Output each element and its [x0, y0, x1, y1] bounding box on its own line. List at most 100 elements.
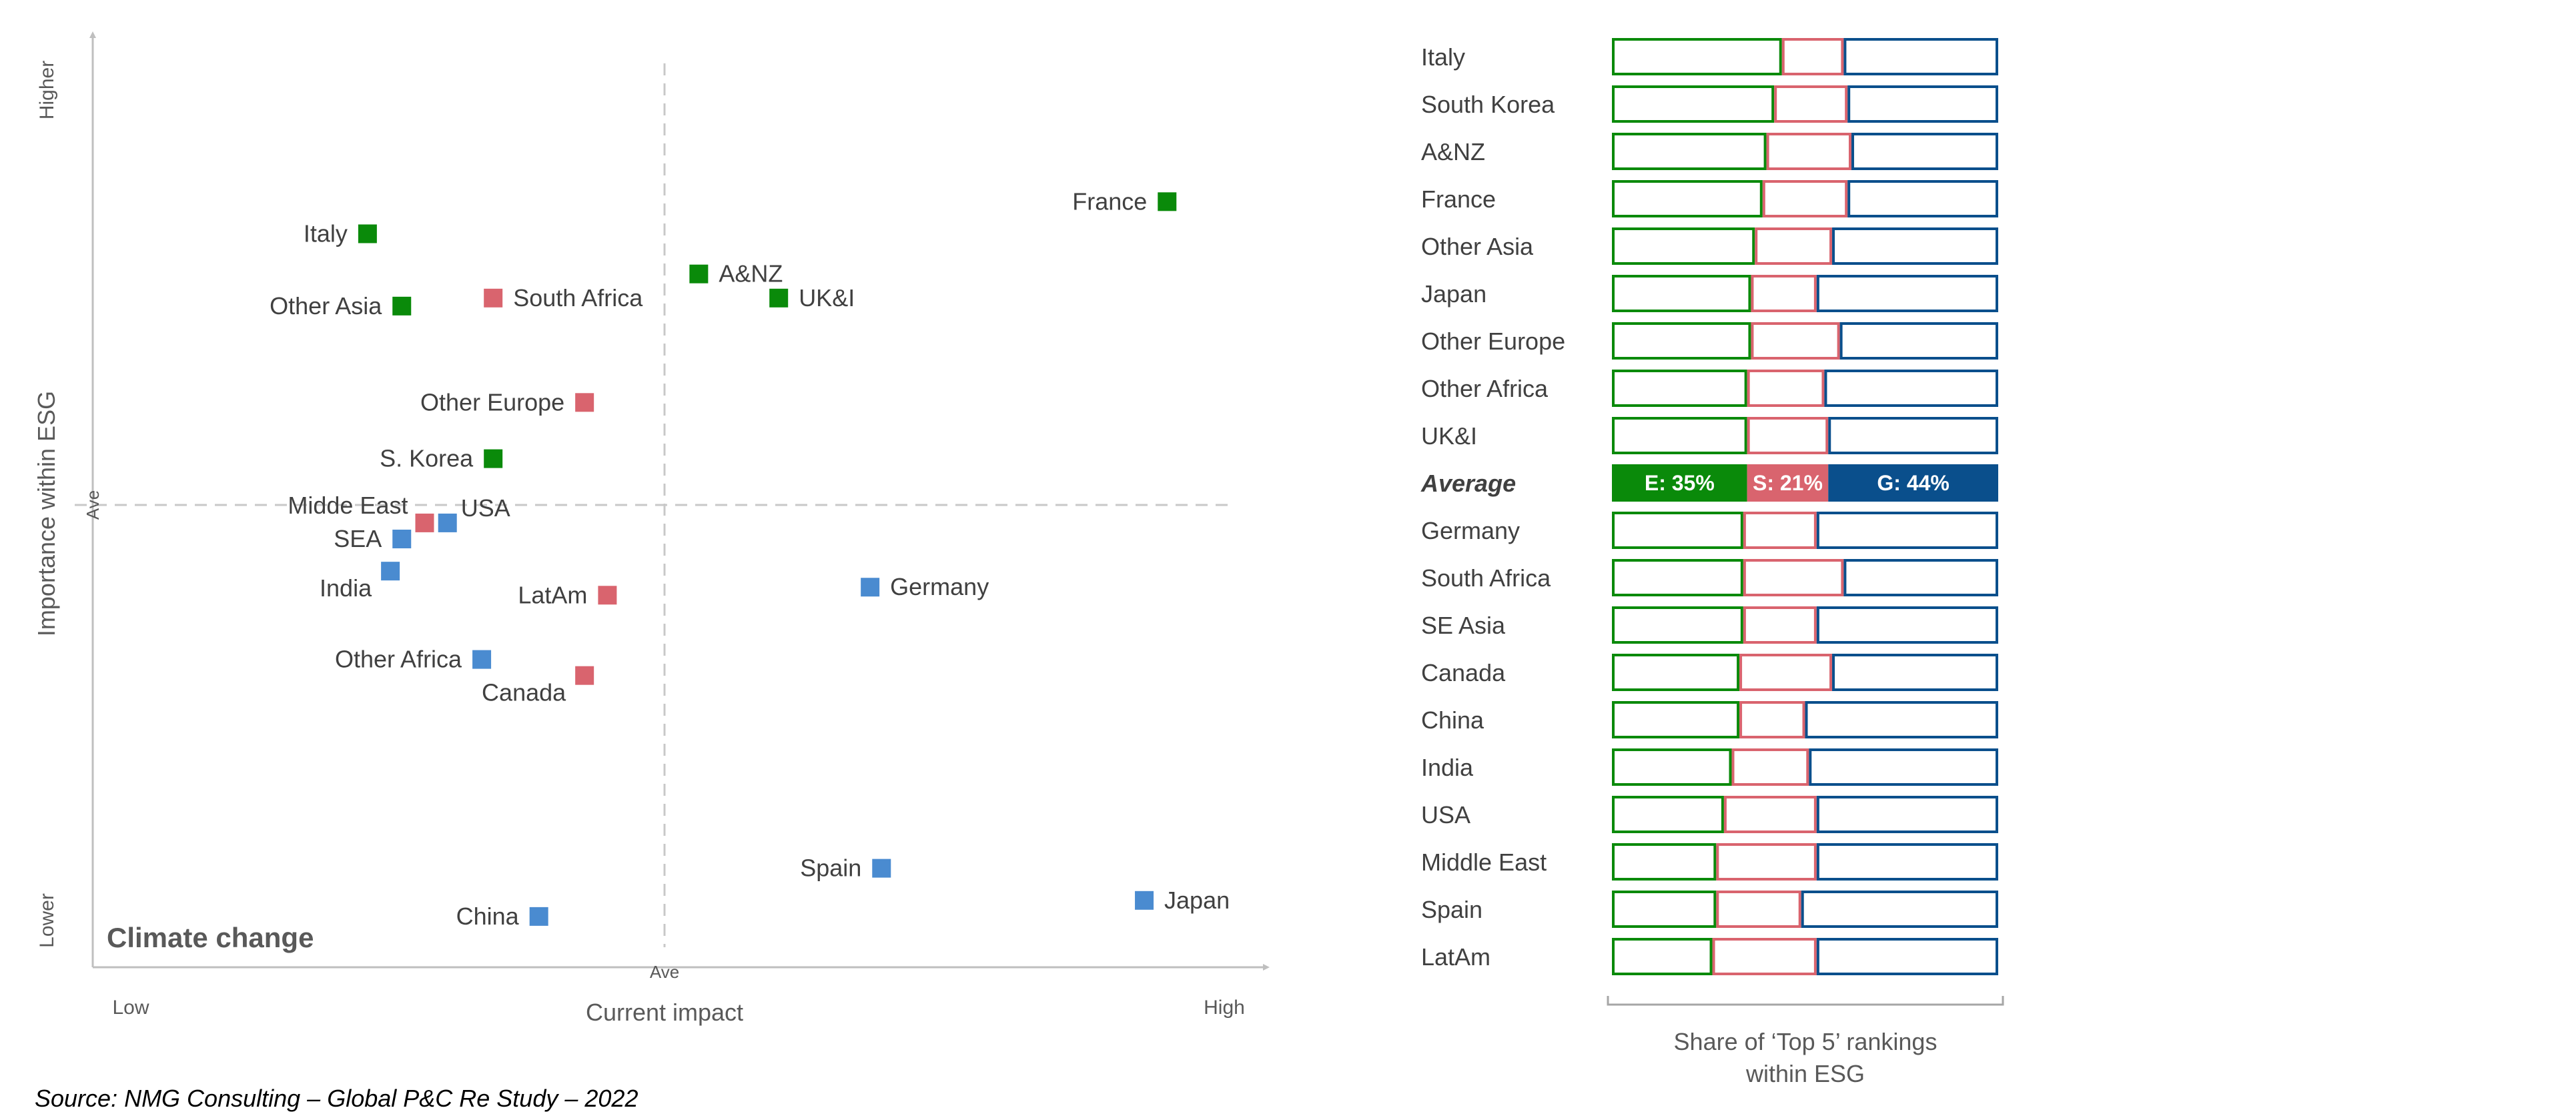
- bar-segment-s: [1743, 512, 1817, 549]
- bar-axis-title-line-2: within ESG: [1745, 1060, 1865, 1087]
- point-marker: [484, 288, 503, 308]
- bar-segment-s: [1723, 796, 1817, 833]
- scatter-point-latam: LatAm: [518, 581, 617, 608]
- scatter-point-other-asia: Other Asia: [270, 292, 412, 320]
- bar-segment-e: [1612, 606, 1743, 644]
- scatter-point-other-europe: Other Europe: [420, 388, 594, 416]
- scatter-point-italy: Italy: [304, 219, 377, 247]
- bar-segment-g: [1839, 322, 1999, 360]
- bar-row-label: Average: [1420, 470, 1516, 497]
- bar-segment-g: [1816, 938, 1999, 975]
- y-tick-high: Higher: [36, 61, 58, 119]
- point-label: China: [456, 903, 520, 930]
- point-marker: [415, 513, 434, 532]
- point-marker: [392, 296, 412, 316]
- point-label: A&NZ: [719, 260, 783, 288]
- bar-row-label: Spain: [1421, 896, 1482, 923]
- bar-axis-title-line-1: Share of ‘Top 5’ rankings: [1674, 1028, 1938, 1055]
- bar-row-label: Other Europe: [1421, 328, 1565, 355]
- bar-segment-label-e: E: 35%: [1645, 471, 1715, 495]
- bar-segment-g: [1816, 796, 1999, 833]
- bar-segment-e: [1612, 464, 1747, 502]
- scatter-points: France Italy A&NZ Other Asia South Africa UK&…: [270, 187, 1230, 930]
- scatter-point-china: China: [456, 903, 548, 930]
- scatter-point-sea: SEA: [334, 525, 412, 552]
- bar-row-other-asia: Other Asia: [1421, 227, 1999, 265]
- bar-segment-e: [1612, 322, 1751, 360]
- bar-segment-s: [1731, 748, 1809, 786]
- scatter-point-south-africa: South Africa: [484, 284, 643, 312]
- bar-segment-s: [1716, 843, 1817, 881]
- bar-row-label: Canada: [1421, 659, 1506, 686]
- bar-row-china: China: [1421, 701, 1998, 738]
- point-label: South Africa: [513, 284, 643, 312]
- bar-row-label: Other Africa: [1421, 375, 1549, 402]
- bar-rows: Italy South Korea A&NZ France Other Asia Japa…: [1420, 38, 1999, 975]
- bar-row-latam: LatAm: [1421, 938, 1999, 975]
- bar-row-label: Japan: [1421, 280, 1486, 308]
- bar-segment-g: [1816, 275, 1999, 312]
- bar-segment-s: [1743, 559, 1844, 596]
- point-label: Midde East: [288, 492, 408, 519]
- bar-segment-g: [1809, 748, 1999, 786]
- y-axis-title: Importance within ESG: [33, 391, 60, 636]
- point-label: SEA: [334, 525, 382, 552]
- scatter-point-s-korea: S. Korea: [380, 445, 503, 472]
- scatter-point-aandnz: A&NZ: [689, 260, 783, 288]
- bar-segment-s: [1739, 654, 1833, 691]
- point-label: Canada: [482, 679, 566, 706]
- point-marker: [438, 513, 457, 532]
- point-marker: [484, 449, 503, 468]
- bar-segment-g: [1816, 843, 1999, 881]
- bar-row-middle-east: Middle East: [1421, 843, 1999, 881]
- bar-row-south-africa: South Africa: [1421, 559, 1998, 596]
- x-axis-bracket: [1607, 996, 2004, 1006]
- bar-row-label: South Africa: [1421, 564, 1551, 592]
- scatter-point-other-africa: Other Africa: [335, 646, 492, 673]
- point-marker: [575, 393, 594, 412]
- point-marker: [872, 859, 891, 878]
- point-marker: [472, 650, 492, 669]
- point-label: USA: [461, 494, 510, 522]
- bar-segment-g: [1843, 559, 1998, 596]
- scatter-point-germany: Germany: [861, 573, 989, 600]
- bar-segment-s: [1755, 227, 1833, 265]
- point-label: Other Europe: [420, 388, 564, 416]
- bar-segment-e: [1612, 227, 1755, 265]
- bar-segment-g: [1832, 654, 1999, 691]
- bar-row-italy: Italy: [1421, 38, 1998, 75]
- bar-segment-label-s: S: 21%: [1753, 471, 1823, 495]
- x-tick-low: Low: [112, 997, 149, 1019]
- point-marker: [529, 907, 548, 926]
- scatter-chart: Higher Ave Lower Importance within ESG L…: [33, 31, 1270, 1026]
- point-marker: [575, 666, 594, 685]
- bar-row-germany: Germany: [1421, 512, 1999, 549]
- scatter-point-india: India: [320, 562, 400, 602]
- bar-segment-g: [1851, 133, 1998, 170]
- bar-segment-e: [1612, 417, 1747, 454]
- bar-row-label: UK&I: [1421, 422, 1477, 450]
- scatter-point-spain: Spain: [800, 855, 891, 882]
- bar-row-label: SE Asia: [1421, 612, 1506, 639]
- point-marker: [769, 288, 789, 308]
- bar-segment-e: [1612, 512, 1743, 549]
- bar-row-label: USA: [1421, 801, 1470, 828]
- point-label: Other Africa: [335, 646, 462, 673]
- bar-row-canada: Canada: [1421, 654, 1999, 691]
- bar-row-label: South Korea: [1421, 91, 1555, 118]
- bar-segment-e: [1612, 85, 1775, 123]
- bar-row-spain: Spain: [1421, 891, 1998, 928]
- bar-segment-e: [1612, 133, 1767, 170]
- bar-row-label: China: [1421, 706, 1484, 734]
- bar-segment-e: [1612, 38, 1782, 75]
- bar-row-se-asia: SE Asia: [1421, 606, 1999, 644]
- y-tick-mid: Ave: [83, 490, 103, 520]
- bar-segment-s: [1762, 180, 1848, 217]
- bar-segment-s: [1751, 275, 1817, 312]
- point-label: Germany: [890, 573, 989, 600]
- bar-row-other-europe: Other Europe: [1421, 322, 1999, 360]
- bar-segment-g: [1847, 85, 1998, 123]
- point-marker: [598, 586, 617, 605]
- bar-segment-s: [1739, 701, 1805, 738]
